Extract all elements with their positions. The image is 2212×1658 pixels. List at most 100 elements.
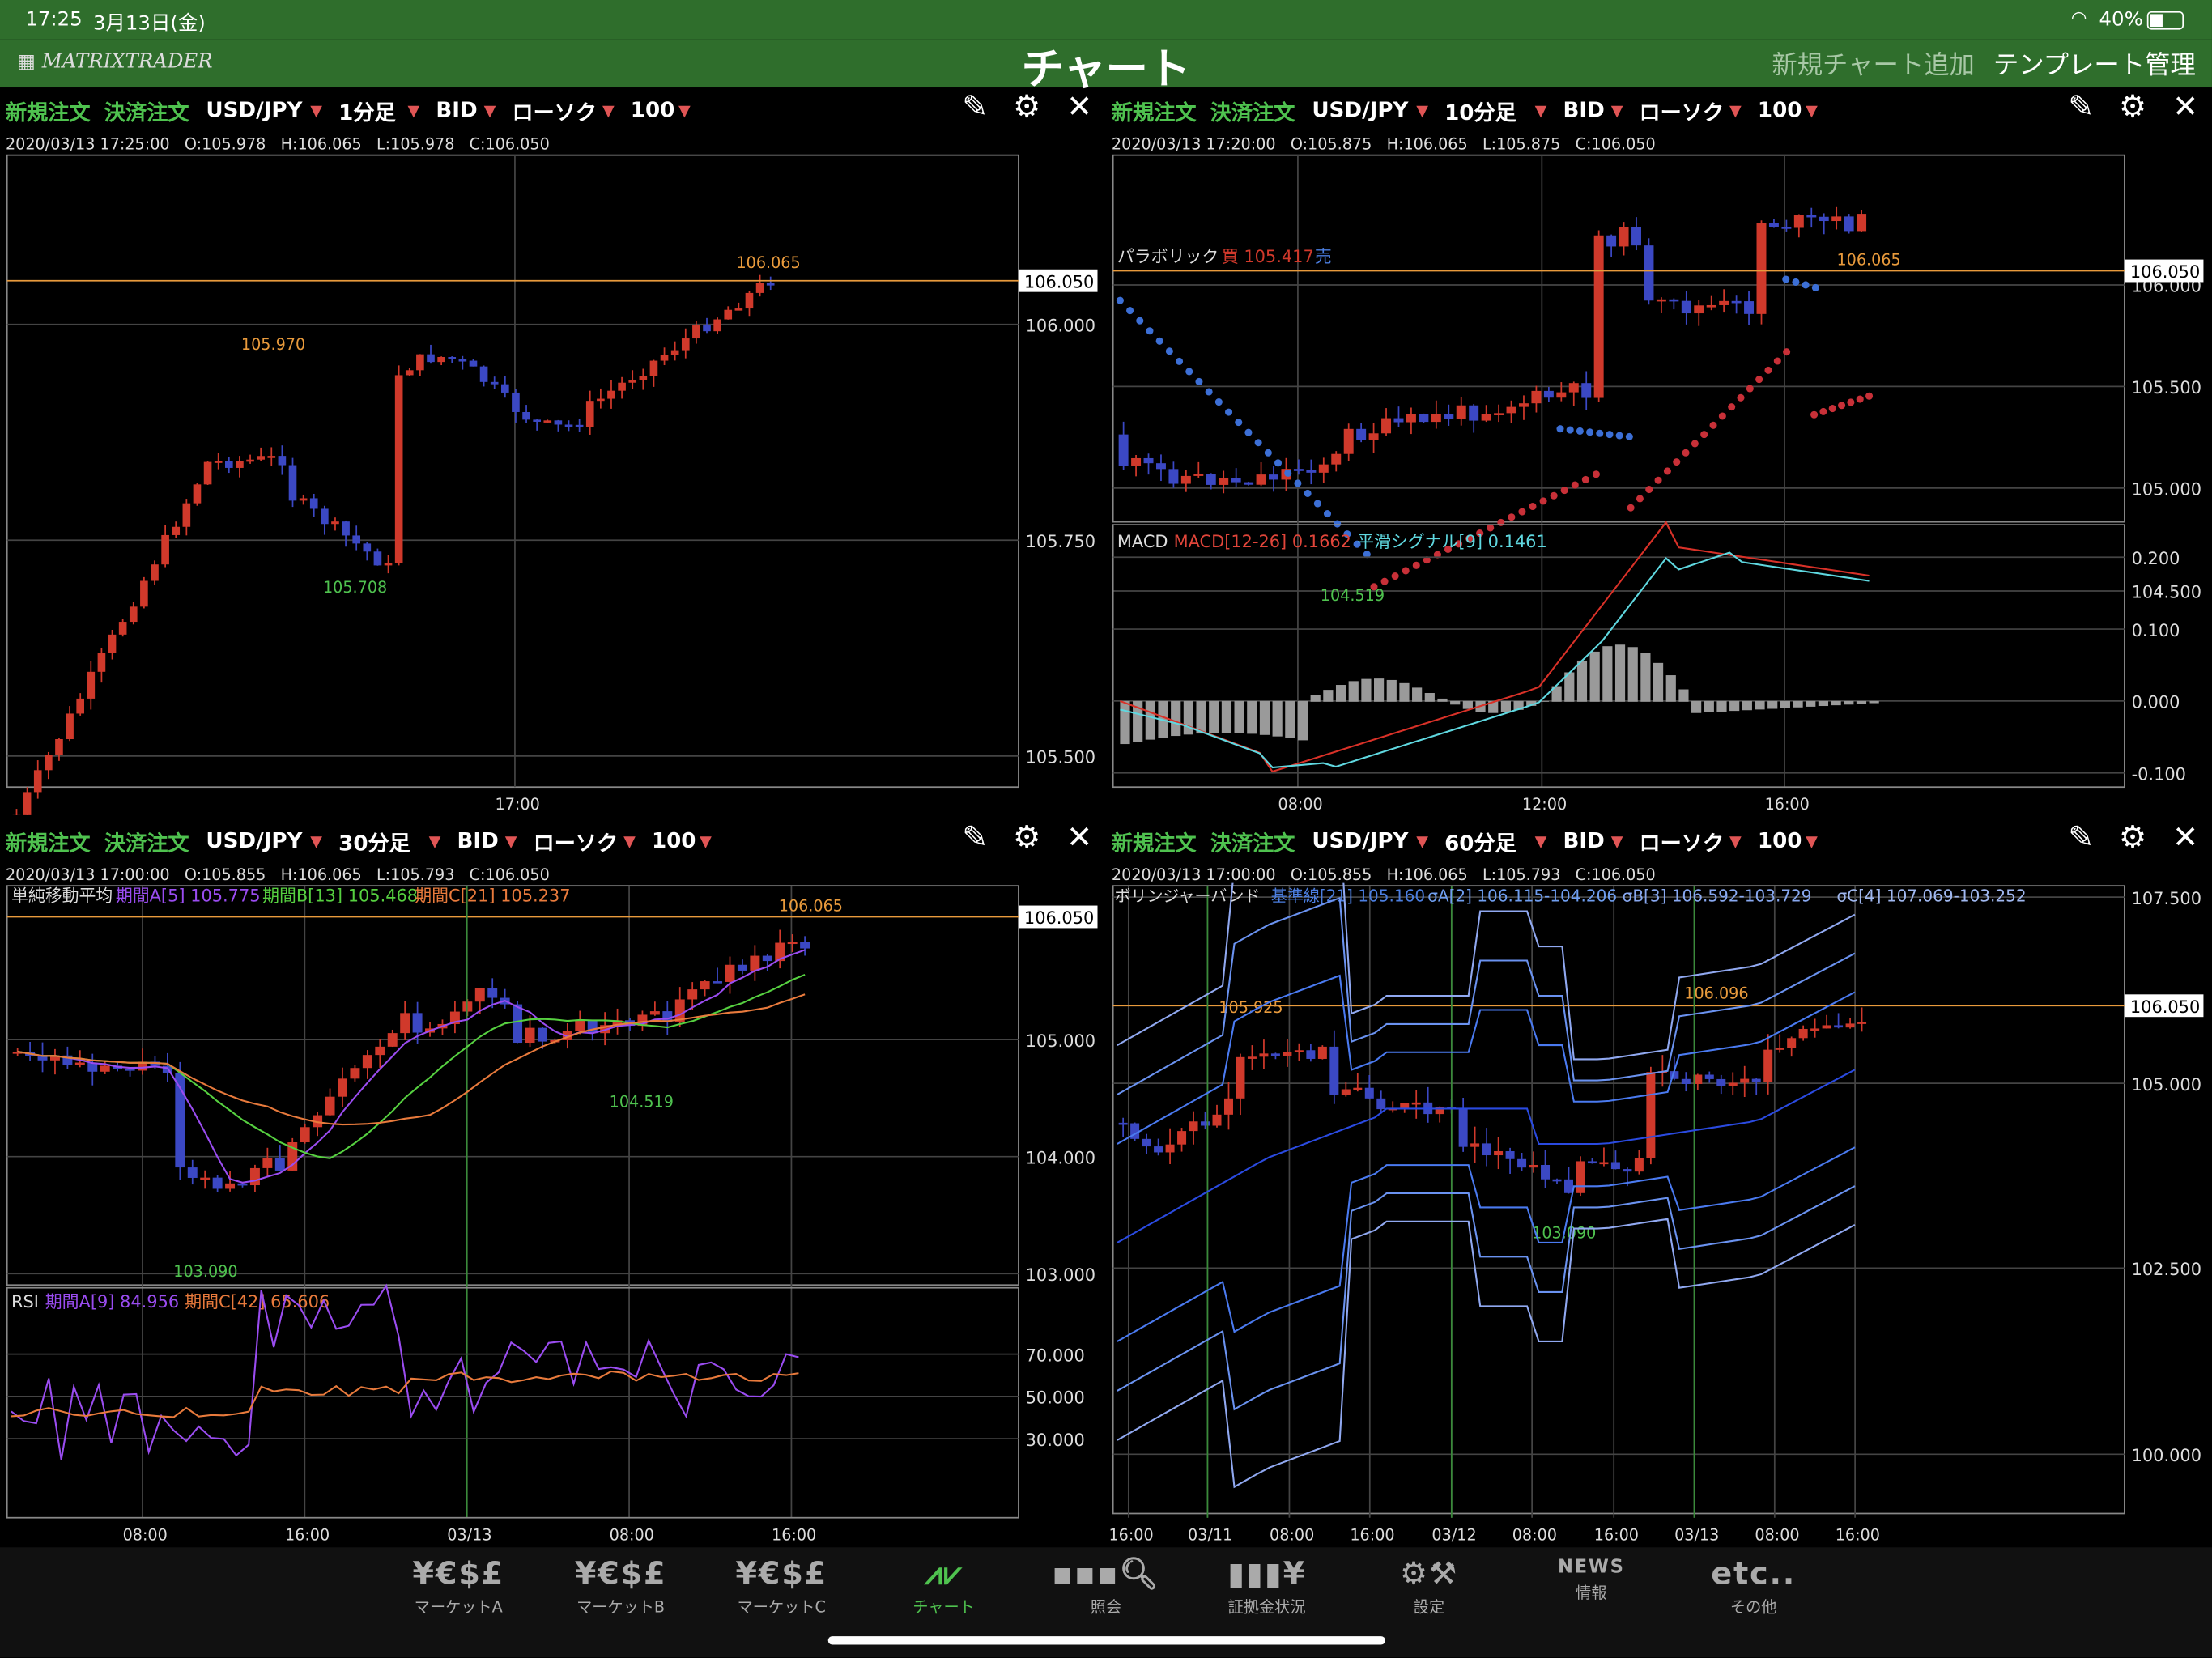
count-select[interactable]: 100 [1757,97,1802,123]
candle [203,461,212,485]
candle [1681,300,1691,314]
candle [1435,1107,1444,1115]
price-chart[interactable]: 106.000105.500105.000104.500106.050106.0… [1106,152,2204,815]
edit-icon[interactable]: ✎ [2068,821,2095,857]
close-icon[interactable]: ✕ [2172,90,2199,126]
tab-1[interactable]: ¥€$£ マーケットA [381,1557,536,1618]
new-order-button[interactable]: 新規注文 [5,100,91,126]
candle [755,283,764,293]
dropdown-chevron-icon: ▼ [483,101,496,121]
candle [237,1183,248,1186]
candle [262,1158,273,1168]
timeframe-select[interactable]: 10分足 [1444,100,1516,126]
dropdown-chevron-icon: ▼ [407,101,420,121]
sma-c-line [17,993,806,1126]
settings-gear-icon[interactable]: ⚙ [2118,90,2147,126]
price-chart[interactable]: 107.500105.000102.500100.000106.050105.9… [1106,882,2204,1546]
price-annotation: 106.065 [736,253,800,272]
candle [118,622,127,635]
parabolic-dot [1214,398,1223,406]
new-order-button[interactable]: 新規注文 [1111,831,1197,857]
pair-select[interactable]: USD/JPY [1312,827,1409,854]
candle [1470,1143,1480,1147]
pair-select[interactable]: USD/JPY [206,827,303,854]
chart-type-select[interactable]: ローソク [1639,100,1725,126]
price-chart[interactable]: 105.000 104.000 103.000 106.050 106.065 103.0… [0,883,1098,1546]
settings-gear-icon[interactable]: ⚙ [1012,821,1041,857]
new-order-button[interactable]: 新規注文 [1111,100,1197,126]
close-icon[interactable]: ✕ [1066,90,1093,126]
candle [1631,227,1641,246]
currency-icon: ¥€$£ [574,1557,667,1593]
timeframe-select[interactable]: 60分足 [1444,831,1516,857]
count-select[interactable]: 100 [630,97,675,123]
edit-icon[interactable]: ✎ [2068,90,2095,126]
price-type-select[interactable]: BID [1563,827,1605,854]
price-chart[interactable]: 106.000 105.750 105.500 106.050 106.065 105.9… [0,152,1098,816]
edit-icon[interactable]: ✎ [962,90,989,126]
pair-select[interactable]: USD/JPY [1312,97,1409,123]
x-tick-label: 08:00 [1512,1526,1557,1545]
close-icon[interactable]: ✕ [1066,821,1093,857]
gear-icon: ⚙⚒ [1399,1557,1459,1593]
status-time: 17:25 [25,8,83,32]
tab-4[interactable]: ⩘⩗ チャート [866,1557,1022,1618]
tab-5[interactable]: ▪▪▪🔍︎ 照会 [1028,1557,1184,1618]
chart-type-select[interactable]: ローソク [533,831,619,857]
settle-order-button[interactable]: 決済注文 [1210,100,1295,126]
current-price-label: 106.050 [2130,262,2200,282]
tab-2[interactable]: ¥€$£ マーケットB [543,1557,699,1618]
macd-histogram-bar [1272,700,1283,737]
price-type-select[interactable]: BID [436,97,478,123]
parabolic-dot [1323,510,1332,518]
chart-toolbar: 新規注文 決済注文 USD/JPY ▼ 30分足 ▼ BID ▼ ローソク ▼ 100 ▼ ✎ ⚙ ✕ [0,818,1098,861]
price-annotation: 103.090 [173,1262,237,1281]
parabolic-dot [1596,429,1604,437]
macd-histogram-bar [1538,700,1550,702]
template-manage-button[interactable]: テンプレート管理 [1993,50,2196,81]
candle [108,634,117,653]
candle [309,498,318,509]
macd-histogram-bar [1576,660,1588,702]
new-order-button[interactable]: 新規注文 [5,831,91,857]
candle [1606,235,1617,247]
y-tick-label: 105.000 [2132,480,2201,500]
macd-histogram-bar [1297,700,1308,741]
tab-3[interactable]: ¥€$£ マーケットC [704,1557,859,1618]
candle [162,1065,172,1073]
edit-icon[interactable]: ✎ [962,821,989,857]
tab-8[interactable]: NEWS 情報 [1513,1557,1669,1603]
pair-select[interactable]: USD/JPY [206,97,303,123]
candle [1269,474,1278,480]
bollinger-legend: σB[3] 106.592-103.729 [1623,886,1812,905]
timeframe-select[interactable]: 1分足 [338,100,396,126]
candle [1223,1098,1233,1115]
settle-order-button[interactable]: 決済注文 [104,100,189,126]
tab-6[interactable]: ▮▮▮¥ 証拠金状況 [1189,1557,1345,1618]
candle [692,325,700,339]
close-icon[interactable]: ✕ [2172,821,2199,857]
add-chart-button[interactable]: 新規チャート追加 [1772,50,1975,81]
chart-type-select[interactable]: ローソク [512,100,598,126]
price-type-select[interactable]: BID [1563,97,1605,123]
parabolic-dot [1810,410,1819,419]
settle-order-button[interactable]: 決済注文 [1210,831,1295,857]
macd-histogram-bar [1526,700,1537,706]
dropdown-chevron-icon: ▼ [1416,831,1429,851]
candle [325,1096,335,1116]
price-type-select[interactable]: BID [457,827,499,854]
timeframe-select[interactable]: 30分足 [338,831,410,857]
tab-7[interactable]: ⚙⚒ 設定 [1351,1557,1507,1618]
chart-type-select[interactable]: ローソク [1639,831,1725,857]
settle-order-button[interactable]: 決済注文 [104,831,189,857]
count-select[interactable]: 100 [651,827,696,854]
settings-gear-icon[interactable]: ⚙ [1012,90,1041,126]
count-select[interactable]: 100 [1757,827,1802,854]
settings-gear-icon[interactable]: ⚙ [2118,821,2147,857]
candle [384,563,393,566]
tab-9[interactable]: etc.. その他 [1676,1557,1831,1618]
candle [639,376,648,381]
candle [1329,1046,1339,1095]
candle [1306,470,1317,473]
macd-line [1120,521,1870,773]
